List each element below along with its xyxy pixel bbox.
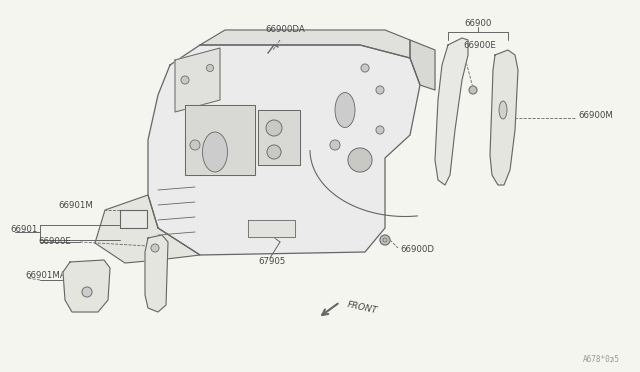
Text: 66900DA: 66900DA	[265, 25, 305, 33]
Circle shape	[267, 145, 281, 159]
Circle shape	[207, 64, 214, 71]
Text: 66900D: 66900D	[400, 246, 434, 254]
Circle shape	[348, 148, 372, 172]
Circle shape	[181, 76, 189, 84]
Polygon shape	[410, 40, 435, 90]
Polygon shape	[95, 195, 200, 263]
Polygon shape	[185, 105, 255, 175]
Circle shape	[376, 126, 384, 134]
Text: 66901M: 66901M	[58, 202, 93, 211]
Polygon shape	[490, 50, 518, 185]
Text: FRONT: FRONT	[346, 301, 378, 315]
Polygon shape	[200, 30, 410, 58]
Polygon shape	[175, 48, 220, 112]
Circle shape	[376, 86, 384, 94]
Ellipse shape	[335, 93, 355, 128]
Circle shape	[82, 287, 92, 297]
Text: 66900M: 66900M	[578, 112, 613, 121]
Text: A678*0⊅5: A678*0⊅5	[583, 354, 620, 363]
Text: 66901MA: 66901MA	[25, 272, 66, 280]
Text: 66900E: 66900E	[38, 237, 71, 246]
Polygon shape	[120, 210, 147, 228]
Polygon shape	[148, 45, 420, 255]
Circle shape	[361, 64, 369, 72]
Circle shape	[469, 86, 477, 94]
Polygon shape	[145, 235, 168, 312]
Polygon shape	[63, 260, 110, 312]
Ellipse shape	[202, 132, 227, 172]
Text: 67905: 67905	[259, 257, 285, 266]
Text: 66901: 66901	[10, 224, 37, 234]
Polygon shape	[258, 110, 300, 165]
Ellipse shape	[499, 101, 507, 119]
Text: 66900E: 66900E	[463, 42, 496, 51]
Polygon shape	[248, 220, 295, 237]
Circle shape	[151, 244, 159, 252]
Circle shape	[330, 140, 340, 150]
Polygon shape	[435, 38, 468, 185]
Circle shape	[266, 120, 282, 136]
Text: 66900: 66900	[464, 19, 492, 29]
Circle shape	[380, 235, 390, 245]
Circle shape	[190, 140, 200, 150]
